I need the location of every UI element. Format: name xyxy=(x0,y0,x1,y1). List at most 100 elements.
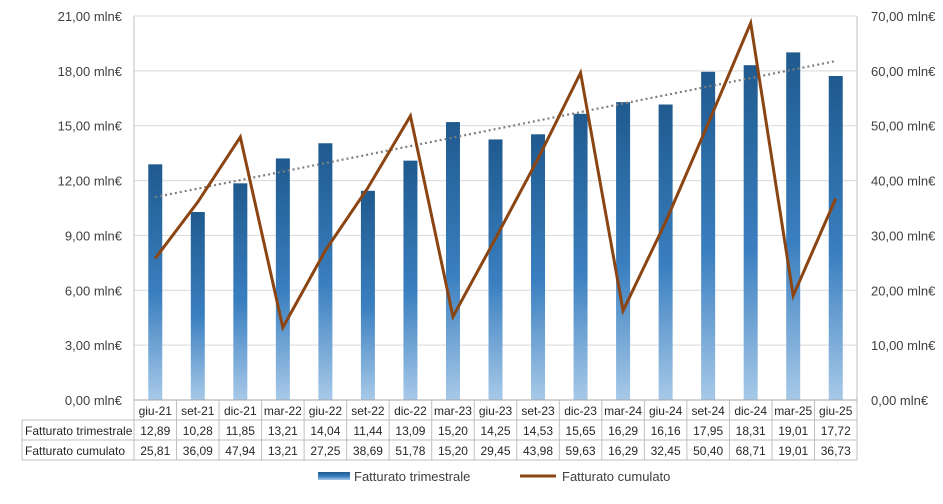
line-point xyxy=(622,310,624,312)
legend: Fatturato trimestrale Fatturato cumulato xyxy=(318,469,670,484)
y-right-tick-label: 30,00 mln€ xyxy=(871,228,936,243)
line-series xyxy=(154,17,838,332)
y-right-tick-label: 40,00 mln€ xyxy=(871,174,936,189)
y-right-tick-label: 60,00 mln€ xyxy=(871,64,936,79)
bar xyxy=(360,190,375,400)
data-label-cumulato: 68,71 xyxy=(736,444,766,458)
data-table: giu-21 set-21 dic-21 mar-22 giu-22 set-22 dic-… xyxy=(21,16,858,461)
y-right-tick-label: 50,00 mln€ xyxy=(871,119,936,134)
bar xyxy=(403,160,418,400)
data-label-trimestrale: 15,20 xyxy=(438,424,468,438)
line-point xyxy=(537,158,539,160)
data-label-trimestrale: 18,31 xyxy=(736,424,766,438)
y-left-tick-label: 15,00 mln€ xyxy=(58,119,123,134)
x-tick-label: mar-22 xyxy=(264,404,302,418)
trendline xyxy=(155,59,836,199)
line-point xyxy=(324,250,326,252)
x-tick-label: dic-24 xyxy=(734,404,767,418)
x-tick-label: giu-25 xyxy=(819,404,853,418)
data-label-cumulato: 16,29 xyxy=(608,444,638,458)
x-tick-label: set-24 xyxy=(691,404,725,418)
y-right-tick-label: 0,00 mln€ xyxy=(871,393,929,408)
data-label-cumulato: 51,78 xyxy=(395,444,425,458)
x-tick-label: giu-23 xyxy=(479,404,513,418)
x-tick-label: dic-22 xyxy=(394,404,427,418)
legend-label-trimestrale: Fatturato trimestrale xyxy=(354,469,470,484)
x-tick-label: giu-21 xyxy=(139,404,173,418)
x-tick-label: dic-23 xyxy=(564,404,597,418)
bar xyxy=(701,71,716,401)
data-label-cumulato: 27,25 xyxy=(310,444,340,458)
data-label-cumulato: 47,94 xyxy=(225,444,255,458)
data-label-trimestrale: 11,44 xyxy=(353,424,382,438)
bar xyxy=(488,139,503,400)
legend-label-cumulato: Fatturato cumulato xyxy=(562,469,670,484)
y-right-tick-label: 70,00 mln€ xyxy=(871,9,936,24)
y-left-tick-label: 21,00 mln€ xyxy=(58,9,123,24)
data-label-trimestrale: 11,85 xyxy=(226,424,255,438)
line-point xyxy=(665,221,667,223)
bar xyxy=(190,212,205,400)
x-tick-label: giu-22 xyxy=(309,404,343,418)
bar xyxy=(658,104,673,400)
line-point xyxy=(367,187,369,189)
bar xyxy=(531,134,546,400)
y-right-tick-label: 20,00 mln€ xyxy=(871,283,936,298)
x-tick-label: mar-23 xyxy=(434,404,472,418)
line-point xyxy=(409,115,411,117)
data-label-trimestrale: 17,95 xyxy=(693,424,723,438)
x-tick-label: set-23 xyxy=(521,404,555,418)
y-left-tick-label: 12,00 mln€ xyxy=(58,174,123,189)
bar xyxy=(318,143,333,401)
data-label-trimestrale: 13,09 xyxy=(395,424,425,438)
bar xyxy=(786,52,801,400)
data-label-cumulato: 15,20 xyxy=(438,444,468,458)
data-label-cumulato: 25,81 xyxy=(140,444,170,458)
line-point xyxy=(835,198,837,200)
line-point xyxy=(750,22,752,24)
y-left-tick-label: 0,00 mln€ xyxy=(65,393,123,408)
data-label-trimestrale: 16,16 xyxy=(651,424,681,438)
line-point xyxy=(707,123,709,125)
legend-swatch-bar xyxy=(318,472,350,480)
data-label-trimestrale: 19,01 xyxy=(778,424,808,438)
trendline-path xyxy=(155,59,836,199)
bar xyxy=(743,65,758,400)
data-label-cumulato: 19,01 xyxy=(778,444,808,458)
line-point xyxy=(452,316,454,318)
bar xyxy=(233,183,248,400)
y-left-tick-label: 3,00 mln€ xyxy=(65,338,123,353)
y-left-tick-label: 18,00 mln€ xyxy=(58,64,123,79)
bar xyxy=(616,102,631,400)
data-label-trimestrale: 13,21 xyxy=(268,424,298,438)
bar xyxy=(148,164,163,400)
line-point xyxy=(154,257,156,259)
x-tick-label: set-21 xyxy=(181,404,215,418)
data-label-cumulato: 36,09 xyxy=(183,444,213,458)
data-label-cumulato: 36,73 xyxy=(821,444,851,458)
line-point xyxy=(580,72,582,74)
x-tick-label: set-22 xyxy=(351,404,385,418)
axes: 0,00 mln€ 3,00 mln€ 6,00 mln€ 9,00 mln€ 12,0… xyxy=(58,9,936,408)
y-left-tick-label: 6,00 mln€ xyxy=(65,283,123,298)
line-point xyxy=(239,136,241,138)
data-label-cumulato: 13,21 xyxy=(268,444,298,458)
bar xyxy=(275,158,290,400)
data-label-trimestrale: 14,25 xyxy=(480,424,510,438)
x-tick-label: mar-25 xyxy=(774,404,812,418)
data-label-cumulato: 38,69 xyxy=(353,444,383,458)
data-label-trimestrale: 14,53 xyxy=(523,424,553,438)
line-point xyxy=(197,201,199,203)
bar xyxy=(445,122,460,401)
x-tick-label: mar-24 xyxy=(604,404,642,418)
table-series-name-trimestrale: Fatturato trimestrale xyxy=(25,424,133,438)
table-series-name-cumulato: Fatturato cumulato xyxy=(25,444,125,458)
bar xyxy=(828,75,843,400)
data-label-cumulato: 50,40 xyxy=(693,444,723,458)
data-label-trimestrale: 12,89 xyxy=(140,424,170,438)
data-label-trimestrale: 15,65 xyxy=(566,424,596,438)
data-label-trimestrale: 16,29 xyxy=(608,424,638,438)
data-label-cumulato: 29,45 xyxy=(480,444,510,458)
